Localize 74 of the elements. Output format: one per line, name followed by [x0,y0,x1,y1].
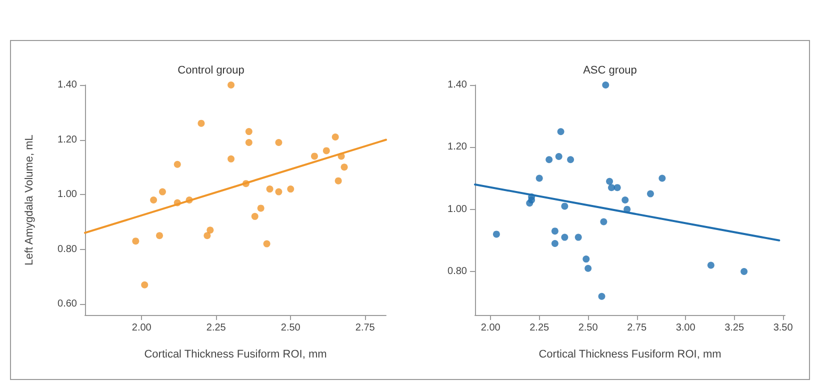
point [173,160,180,168]
point [150,196,157,204]
point [310,152,318,160]
point [566,156,574,164]
chart-title: ASC group [582,64,636,76]
point [227,155,234,162]
y-tick-label: 1.00 [57,189,77,200]
point [740,268,748,275]
x-tick-label: 2.75 [626,322,646,334]
x-tick-label: 2.75 [354,322,375,334]
point [646,190,654,198]
point [274,188,282,196]
y-tick-label: 1.40 [57,80,77,90]
x-axis-title: Cortical Thickness Fusiform ROI, mm [144,348,326,360]
point [535,174,542,182]
point [244,139,252,146]
x-tick-label: 2.25 [206,322,226,334]
point [227,82,234,88]
y-tick-label: 0.80 [57,244,77,255]
y-tick-label: 1.00 [447,204,467,215]
point [132,238,139,245]
point [203,232,210,240]
point [545,156,552,164]
point [158,188,166,196]
x-axis-title: Cortical Thickness Fusiform ROI, mm [538,348,721,360]
y-tick-label: 0.80 [447,266,467,277]
point [613,184,620,192]
point [554,152,562,160]
x-tick-label: 3.25 [724,322,744,334]
point [706,262,714,269]
point [286,186,294,193]
point [262,240,270,248]
point [256,204,264,212]
point [606,178,613,185]
point [322,147,330,154]
point [556,128,564,136]
x-tick-label: 3.50 [772,322,793,334]
point [266,186,273,193]
point [621,196,628,204]
x-tick-label: 2.25 [529,322,550,334]
point [584,264,592,272]
point [560,202,568,210]
point [550,240,558,248]
point [197,120,204,127]
y-tick-label: 0.60 [57,298,77,310]
x-tick-label: 2.00 [131,322,152,334]
point [274,139,282,146]
point [607,184,614,192]
point [334,177,342,184]
y-tick-label: 1.20 [57,134,77,146]
x-tick-label: 3.00 [675,322,696,334]
point [560,234,568,241]
point [600,218,607,226]
chart-title: Control group [177,64,244,76]
point [602,82,609,88]
point [492,230,500,238]
point [331,134,338,141]
point [250,212,258,220]
y-tick-label: 1.40 [447,80,467,90]
point [206,226,214,234]
point [140,281,148,288]
point [244,128,252,136]
y-tick-label: 1.20 [447,142,467,153]
point [582,256,590,263]
y-axis-title: Left Amygdala Volume, mL [23,134,35,266]
x-tick-label: 2.50 [578,322,598,334]
x-tick-label: 2.50 [280,322,300,334]
x-tick-label: 2.00 [480,322,500,334]
point [574,234,582,241]
point [598,292,605,300]
point [550,228,558,235]
point [658,174,666,182]
point [340,164,348,171]
point [156,232,163,240]
